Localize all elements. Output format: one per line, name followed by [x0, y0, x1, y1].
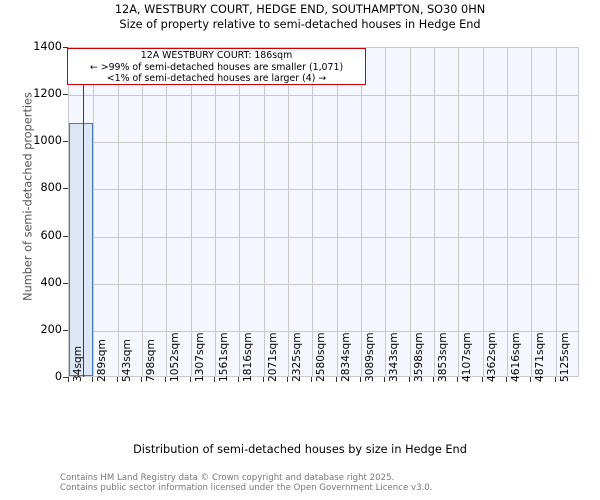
- x-axis-label: 3598sqm: [412, 332, 425, 382]
- y-gridline: [69, 330, 578, 332]
- annotation-line-1: 12A WESTBURY COURT: 186sqm: [140, 50, 293, 61]
- page-subtitle: Size of property relative to semi-detach…: [119, 18, 481, 31]
- x-gridline: [190, 48, 192, 376]
- y-axis-label: 0: [54, 370, 62, 383]
- x-gridline: [166, 48, 168, 376]
- x-gridline: [336, 48, 338, 376]
- x-gridline: [507, 48, 508, 376]
- property-size-marker-line: [82, 48, 85, 377]
- x-gridline: [409, 48, 411, 376]
- y-axis-tick: [63, 141, 68, 143]
- annotation-line-3: <1% of semi-detached houses are larger (…: [106, 73, 327, 85]
- x-axis-tick: [238, 377, 240, 382]
- bar: [69, 122, 94, 376]
- y-gridline: [69, 283, 578, 285]
- x-gridline: [215, 48, 216, 376]
- x-axis-label: 5125sqm: [558, 332, 571, 382]
- y-axis-label: 1200: [33, 87, 62, 101]
- y-axis-label: 1400: [33, 40, 62, 53]
- x-axis-label: 1561sqm: [218, 332, 230, 382]
- x-gridline: [93, 48, 95, 376]
- x-axis-label: 2580sqm: [315, 332, 328, 382]
- x-axis-tick: [506, 377, 507, 382]
- x-axis-label: 2325sqm: [291, 332, 303, 382]
- x-gridline: [385, 48, 387, 376]
- y-axis-tick: [63, 282, 68, 284]
- x-axis-label: 1307sqm: [193, 332, 206, 382]
- x-axis-label: 3853sqm: [437, 332, 449, 382]
- x-axis-tick: [554, 377, 556, 382]
- x-gridline: [239, 48, 241, 376]
- page-title: 12A, WESTBURY COURT, HEDGE END, SOUTHAMP…: [114, 3, 486, 16]
- x-axis-label: 1052sqm: [169, 332, 182, 382]
- y-axis-title: Number of semi-detached properties: [21, 92, 35, 301]
- x-axis-label: 4871sqm: [534, 332, 547, 382]
- x-axis-tick: [335, 377, 337, 382]
- x-axis-tick: [141, 377, 142, 382]
- y-axis-label: 600: [40, 228, 62, 242]
- y-gridline: [69, 189, 578, 191]
- x-axis-label: 3343sqm: [388, 332, 401, 382]
- x-axis-label: 2071sqm: [266, 332, 279, 382]
- x-axis-tick: [68, 377, 69, 382]
- y-axis-label: 400: [40, 275, 62, 289]
- y-gridline: [69, 95, 578, 97]
- footer-attribution-line-1: Contains HM Land Registry data © Crown c…: [60, 473, 395, 483]
- x-axis-tick: [92, 377, 94, 382]
- x-axis-tick: [408, 377, 410, 382]
- x-axis-tick: [262, 377, 264, 382]
- x-gridline: [434, 48, 435, 376]
- x-axis-tick: [116, 377, 118, 382]
- x-gridline: [531, 48, 533, 376]
- x-axis-tick: [481, 377, 483, 382]
- annotation-box: 12A WESTBURY COURT: 186sqm ← >99% of sem…: [67, 48, 366, 85]
- x-axis-label: 543sqm: [120, 339, 133, 382]
- x-axis-label: 4107sqm: [461, 332, 474, 382]
- x-axis-tick: [530, 377, 532, 382]
- x-axis-label: 798sqm: [145, 339, 157, 382]
- x-axis-tick: [287, 377, 288, 382]
- x-axis-label: 289sqm: [96, 339, 109, 382]
- y-axis-label: 200: [40, 322, 62, 336]
- x-axis-tick: [165, 377, 167, 382]
- y-gridline: [69, 236, 578, 238]
- x-axis-tick: [360, 377, 361, 382]
- x-gridline: [482, 48, 484, 376]
- x-gridline: [263, 48, 265, 376]
- y-axis-tick: [63, 377, 68, 378]
- y-axis-tick: [63, 188, 68, 190]
- x-axis-title: Distribution of semi-detached houses by …: [133, 443, 467, 456]
- x-gridline: [288, 48, 289, 376]
- x-axis-label: 1816sqm: [242, 332, 255, 382]
- x-axis-label: 3089sqm: [364, 332, 376, 382]
- x-axis-label: 2834sqm: [339, 332, 352, 382]
- x-axis-tick: [384, 377, 386, 382]
- y-gridline: [69, 142, 578, 144]
- y-axis-label: 1000: [33, 134, 62, 148]
- x-axis-tick: [457, 377, 459, 382]
- y-axis-tick: [63, 329, 68, 331]
- y-axis-tick: [63, 235, 68, 237]
- x-axis-tick: [433, 377, 434, 382]
- annotation-line-2: ← >99% of semi-detached houses are small…: [89, 61, 344, 73]
- x-gridline: [312, 48, 314, 376]
- x-gridline: [361, 48, 362, 376]
- x-gridline: [117, 48, 119, 376]
- x-axis-label: 4362sqm: [485, 332, 498, 382]
- x-axis-label: 4616sqm: [510, 332, 522, 382]
- y-axis-tick: [63, 94, 68, 96]
- footer-attribution-line-2: Contains public sector information licen…: [60, 483, 433, 493]
- y-axis-label: 800: [40, 181, 62, 195]
- x-axis-tick: [189, 377, 191, 382]
- x-axis-tick: [214, 377, 215, 382]
- x-axis-tick: [311, 377, 313, 382]
- x-gridline: [555, 48, 557, 376]
- x-gridline: [142, 48, 143, 376]
- x-gridline: [458, 48, 460, 376]
- plot-area: [68, 47, 579, 377]
- y-axis-tick: [63, 47, 68, 48]
